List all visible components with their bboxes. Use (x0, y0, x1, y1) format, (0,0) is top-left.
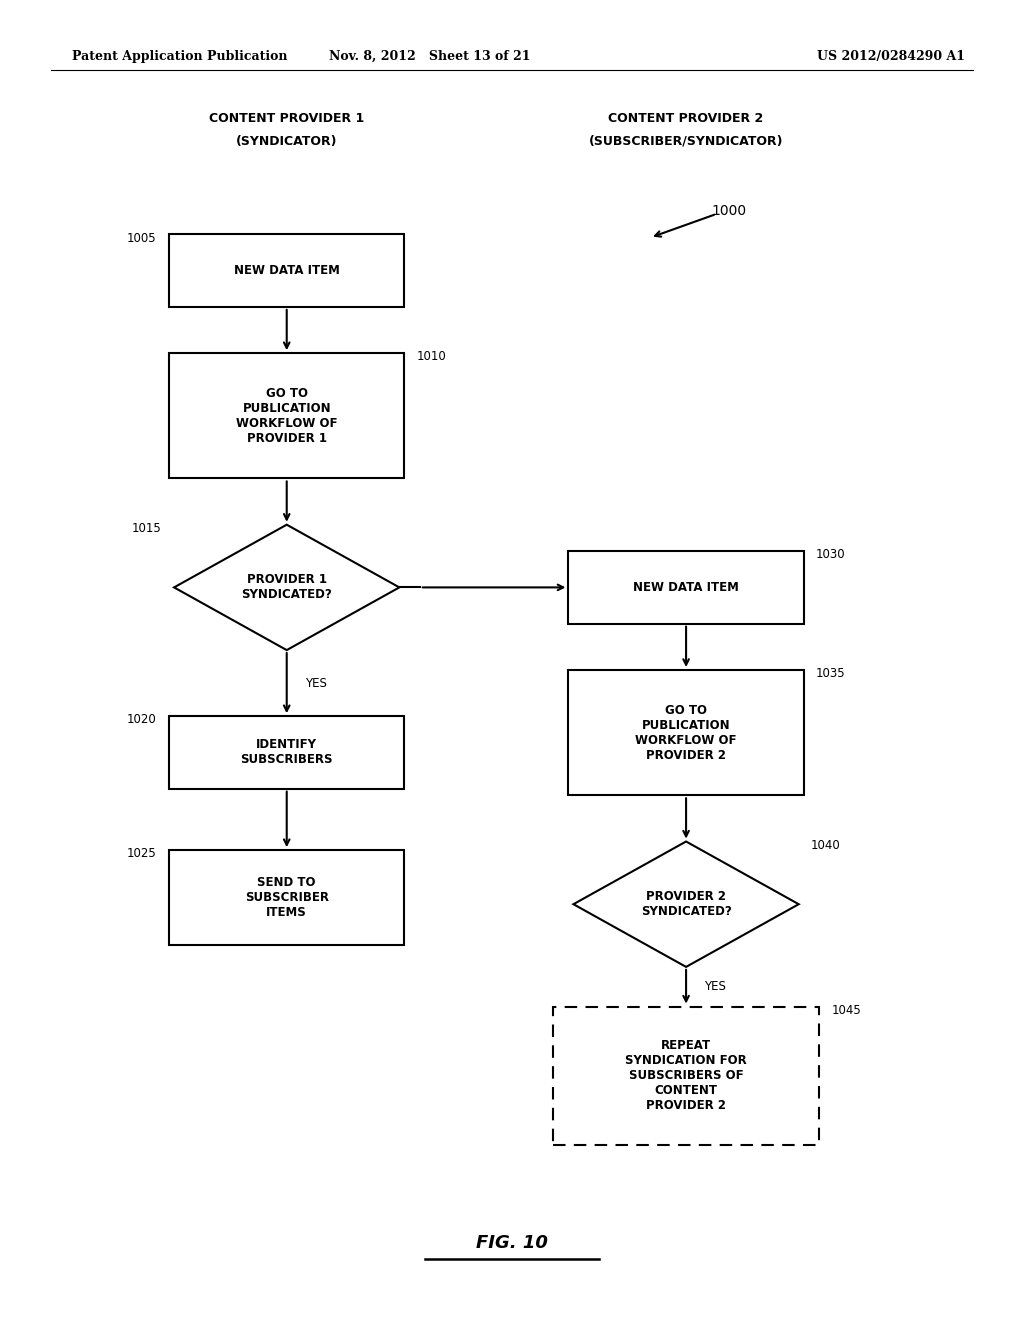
Text: 1025: 1025 (127, 847, 157, 861)
FancyBboxPatch shape (568, 671, 804, 795)
Text: YES: YES (705, 981, 726, 993)
FancyBboxPatch shape (169, 235, 404, 306)
Text: 1010: 1010 (417, 350, 446, 363)
Text: 1045: 1045 (831, 1003, 861, 1016)
Text: PROVIDER 2
SYNDICATED?: PROVIDER 2 SYNDICATED? (641, 890, 731, 919)
Text: GO TO
PUBLICATION
WORKFLOW OF
PROVIDER 2: GO TO PUBLICATION WORKFLOW OF PROVIDER 2 (635, 704, 737, 762)
FancyBboxPatch shape (553, 1006, 819, 1144)
Text: CONTENT PROVIDER 1: CONTENT PROVIDER 1 (209, 112, 365, 125)
FancyBboxPatch shape (169, 850, 404, 945)
Text: FIG. 10: FIG. 10 (476, 1234, 548, 1253)
Text: 1030: 1030 (816, 549, 846, 561)
Text: 1035: 1035 (816, 668, 846, 680)
Text: 1005: 1005 (127, 232, 157, 244)
Text: Nov. 8, 2012   Sheet 13 of 21: Nov. 8, 2012 Sheet 13 of 21 (330, 50, 530, 63)
Text: 1000: 1000 (712, 205, 746, 218)
Polygon shape (174, 524, 399, 649)
Text: YES: YES (305, 677, 327, 689)
Text: US 2012/0284290 A1: US 2012/0284290 A1 (817, 50, 965, 63)
Text: REPEAT
SYNDICATION FOR
SUBSCRIBERS OF
CONTENT
PROVIDER 2: REPEAT SYNDICATION FOR SUBSCRIBERS OF CO… (626, 1039, 746, 1113)
Text: GO TO
PUBLICATION
WORKFLOW OF
PROVIDER 1: GO TO PUBLICATION WORKFLOW OF PROVIDER 1 (236, 387, 338, 445)
Text: NEW DATA ITEM: NEW DATA ITEM (233, 264, 340, 277)
Polygon shape (573, 842, 799, 966)
FancyBboxPatch shape (568, 550, 804, 623)
Text: Patent Application Publication: Patent Application Publication (72, 50, 287, 63)
Text: 1040: 1040 (811, 840, 841, 851)
Text: 1020: 1020 (127, 713, 157, 726)
Text: SEND TO
SUBSCRIBER
ITEMS: SEND TO SUBSCRIBER ITEMS (245, 876, 329, 919)
Text: (SYNDICATOR): (SYNDICATOR) (236, 135, 338, 148)
Text: PROVIDER 1
SYNDICATED?: PROVIDER 1 SYNDICATED? (242, 573, 332, 602)
Text: NEW DATA ITEM: NEW DATA ITEM (633, 581, 739, 594)
Text: (SUBSCRIBER/SYNDICATOR): (SUBSCRIBER/SYNDICATOR) (589, 135, 783, 148)
FancyBboxPatch shape (169, 352, 404, 478)
Text: IDENTIFY
SUBSCRIBERS: IDENTIFY SUBSCRIBERS (241, 738, 333, 767)
Text: CONTENT PROVIDER 2: CONTENT PROVIDER 2 (608, 112, 764, 125)
Text: 1015: 1015 (132, 521, 162, 535)
FancyBboxPatch shape (169, 715, 404, 789)
